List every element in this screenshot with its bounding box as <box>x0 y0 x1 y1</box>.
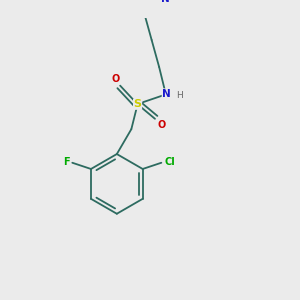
Text: H: H <box>176 91 183 100</box>
Text: O: O <box>111 74 119 84</box>
Text: N: N <box>160 0 169 4</box>
Text: O: O <box>157 120 165 130</box>
Text: F: F <box>64 157 70 166</box>
Text: S: S <box>134 99 142 109</box>
Text: Cl: Cl <box>164 157 175 166</box>
Text: N: N <box>162 89 171 99</box>
